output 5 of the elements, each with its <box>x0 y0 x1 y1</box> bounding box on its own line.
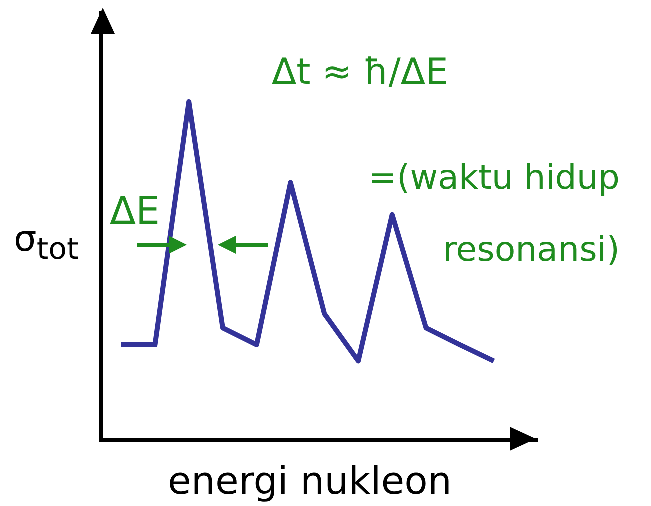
x-axis-title: energi nukleon <box>167 459 453 503</box>
annotation: =(waktu hidup resonansi) <box>368 157 620 272</box>
text: Δt ≈ ħ/ΔE <box>272 52 448 93</box>
annotation: ΔE <box>110 189 160 233</box>
y-axis-title: σ$_{tot}$ <box>14 219 79 268</box>
